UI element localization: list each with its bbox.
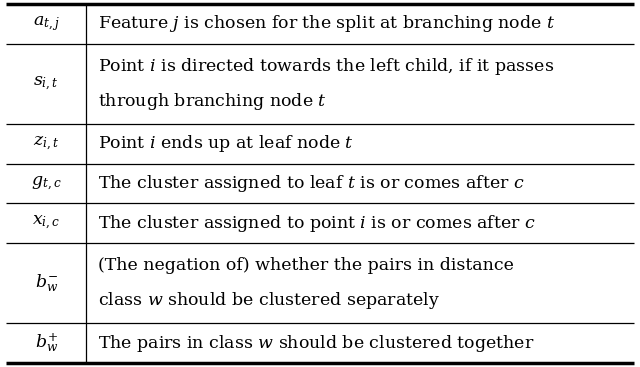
Text: The cluster assigned to point $i$ is or comes after $c$: The cluster assigned to point $i$ is or … <box>98 213 536 234</box>
Text: $x_{i,c}$: $x_{i,c}$ <box>32 214 61 233</box>
Text: through branching node $t$: through branching node $t$ <box>98 91 327 112</box>
Text: Point $i$ is directed towards the left child, if it passes: Point $i$ is directed towards the left c… <box>98 55 554 76</box>
Text: The pairs in class $w$ should be clustered together: The pairs in class $w$ should be cluster… <box>98 333 534 354</box>
Text: (The negation of) whether the pairs in distance: (The negation of) whether the pairs in d… <box>98 257 514 274</box>
Text: $b^{+}_{w}$: $b^{+}_{w}$ <box>35 332 58 355</box>
Text: $g_{t,c}$: $g_{t,c}$ <box>31 174 62 193</box>
Text: $a_{t,j}$: $a_{t,j}$ <box>33 14 60 33</box>
Text: $z_{i,t}$: $z_{i,t}$ <box>33 134 60 153</box>
Text: The cluster assigned to leaf $t$ is or comes after $c$: The cluster assigned to leaf $t$ is or c… <box>98 173 525 194</box>
Text: Point $i$ ends up at leaf node $t$: Point $i$ ends up at leaf node $t$ <box>98 133 354 154</box>
Text: class $w$ should be clustered separately: class $w$ should be clustered separately <box>98 291 440 312</box>
Text: $b^{-}_{w}$: $b^{-}_{w}$ <box>35 273 58 294</box>
Text: Feature $j$ is chosen for the split at branching node $t$: Feature $j$ is chosen for the split at b… <box>98 13 556 34</box>
Text: $s_{i,t}$: $s_{i,t}$ <box>33 75 60 92</box>
